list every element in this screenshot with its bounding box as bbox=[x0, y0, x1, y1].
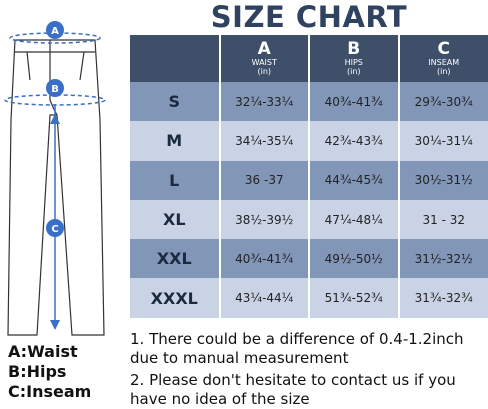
measurement-cell: 40¾-41¾ bbox=[220, 239, 310, 278]
legend-item: C:Inseam bbox=[8, 382, 91, 402]
column-letter: A bbox=[221, 40, 309, 59]
measurement-cell: 42¾-43¾ bbox=[309, 121, 399, 160]
note: 1. There could be a difference of 0.4-1.… bbox=[130, 330, 488, 368]
measurement-cell: 36 -37 bbox=[220, 161, 310, 200]
marker-label: C bbox=[51, 224, 58, 235]
column-unit: (in) bbox=[400, 68, 488, 77]
measurement-cell: 30½-31½ bbox=[399, 161, 488, 200]
legend-item: A:Waist bbox=[8, 342, 91, 362]
size-cell: XXXL bbox=[130, 278, 220, 317]
size-cell: S bbox=[130, 82, 220, 121]
legend-item: B:Hips bbox=[8, 362, 91, 382]
measurement-cell: 29¾-30¾ bbox=[399, 82, 488, 121]
measurement-cell: 44¾-45¾ bbox=[309, 161, 399, 200]
measurement-cell: 31 - 32 bbox=[399, 200, 488, 239]
measurement-cell: 49½-50½ bbox=[309, 239, 399, 278]
size-cell: XL bbox=[130, 200, 220, 239]
size-cell: M bbox=[130, 121, 220, 160]
measurement-cell: 47¼-48¼ bbox=[309, 200, 399, 239]
marker-label: B bbox=[51, 84, 59, 95]
measurement-cell: 38½-39½ bbox=[220, 200, 310, 239]
note: 2. Please don't hesitate to contact us i… bbox=[130, 371, 488, 409]
title: SIZE CHART bbox=[130, 0, 488, 34]
size-cell: XXL bbox=[130, 239, 220, 278]
measurement-cell: 31¾-32¾ bbox=[399, 278, 488, 317]
measurement-cell: 32¼-33¼ bbox=[220, 82, 310, 121]
column-letter: C bbox=[400, 40, 488, 59]
pants-diagram: A B C bbox=[0, 0, 128, 340]
notes: 1. There could be a difference of 0.4-1.… bbox=[130, 330, 488, 409]
measurement-cell: 31½-32½ bbox=[399, 239, 488, 278]
header-cell bbox=[130, 35, 220, 82]
measurement-cell: 51¾-52¾ bbox=[309, 278, 399, 317]
measurement-cell: 30¼-31¼ bbox=[399, 121, 488, 160]
measurement-cell: 43¼-44¼ bbox=[220, 278, 310, 317]
column-unit: (in) bbox=[310, 68, 398, 77]
measurement-cell: 34¼-35¼ bbox=[220, 121, 310, 160]
measurement-cell: 40¾-41¾ bbox=[309, 82, 399, 121]
column-unit: (in) bbox=[221, 68, 309, 77]
marker-label: A bbox=[51, 26, 59, 37]
column-letter: B bbox=[310, 40, 398, 59]
size-cell: L bbox=[130, 161, 220, 200]
